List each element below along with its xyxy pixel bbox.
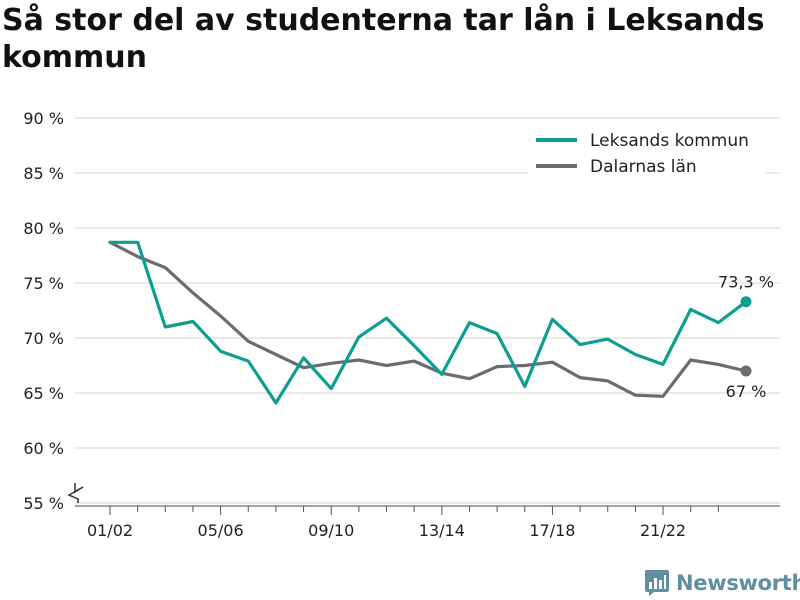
axis-break-icon	[67, 483, 84, 503]
y-tick-label: 75 %	[23, 274, 64, 293]
y-axis-ticks: 55 % 60 % 65 % 70 % 75 % 80 % 85 % 90 %	[23, 109, 84, 513]
y-tick-label: 55 %	[23, 494, 64, 513]
series-end-point	[740, 296, 752, 308]
legend-label: Leksands kommun	[590, 131, 749, 151]
x-tick-label: 09/10	[308, 521, 354, 540]
x-tick-label: 01/02	[87, 521, 133, 540]
series-end-point	[740, 365, 752, 377]
y-tick-label: 60 %	[23, 439, 64, 458]
series-lines: 73,3 % 67 %	[108, 240, 774, 405]
y-tick-label: 70 %	[23, 329, 64, 348]
series-line	[108, 240, 748, 405]
y-tick-label: 80 %	[23, 219, 64, 238]
newsworthy-logo: Newsworthy	[645, 568, 800, 598]
chart-title: Så stor del av studenterna tar lån i Lek…	[2, 3, 765, 75]
x-axis: 01/02 05/06 09/10 13/14 17/18 21/22	[75, 505, 780, 540]
legend: Leksands kommun Dalarnas län	[528, 124, 766, 177]
end-value-label: 73,3 %	[718, 273, 774, 292]
x-tick-label: 13/14	[419, 521, 465, 540]
brand-name: Newsworthy	[676, 571, 800, 595]
series-line	[108, 240, 748, 398]
x-tick-label: 17/18	[529, 521, 575, 540]
legend-label: Dalarnas län	[590, 157, 697, 177]
y-tick-label: 85 %	[23, 164, 64, 183]
x-tick-label: 21/22	[640, 521, 686, 540]
y-tick-label: 65 %	[23, 384, 64, 403]
x-tick-label: 05/06	[198, 521, 244, 540]
bar-chart-logo-icon	[645, 570, 669, 596]
end-value-label: 67 %	[726, 382, 767, 401]
y-tick-label: 90 %	[23, 109, 64, 128]
